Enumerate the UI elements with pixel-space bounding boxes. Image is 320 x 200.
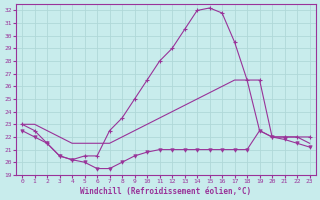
X-axis label: Windchill (Refroidissement éolien,°C): Windchill (Refroidissement éolien,°C): [80, 187, 252, 196]
